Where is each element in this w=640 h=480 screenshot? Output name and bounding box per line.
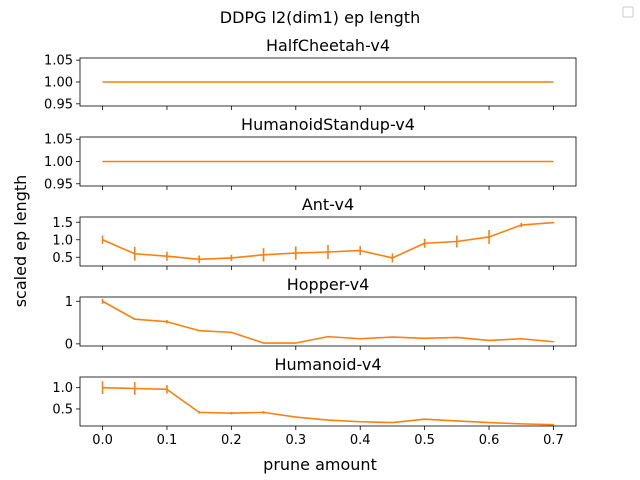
y-tick-label: 1.00 <box>44 155 73 170</box>
x-axis-label: prune amount <box>263 455 377 474</box>
y-tick-label: 1.05 <box>44 133 73 148</box>
subplot-title: HalfCheetah-v4 <box>266 36 390 55</box>
subplot-title: Humanoid-v4 <box>274 355 381 374</box>
x-tick-label: 0.6 <box>479 433 500 448</box>
subplot-humanoid-v4: Humanoid-v4 0.5 1.0 0.0 0.1 0.2 0.3 0.4 0.5 0.6 0.… <box>52 355 577 448</box>
series-line <box>102 386 554 426</box>
legend-box <box>622 6 634 18</box>
axes-frame <box>79 136 577 187</box>
subplot-hopper-v4: Hopper-v4 0 1 <box>65 275 577 352</box>
y-tick-label: 0.95 <box>44 177 73 192</box>
x-tick-label: 0.4 <box>350 433 371 448</box>
x-tick-label: 0.3 <box>285 433 306 448</box>
y-tick-label: 0.5 <box>52 251 73 266</box>
axes-frame <box>79 57 577 107</box>
y-tick-label: 0.95 <box>44 97 73 112</box>
subplot-panels: HalfCheetah-v40.951.001.05HumanoidStandu… <box>44 36 577 448</box>
y-tick-label: 1.05 <box>44 54 73 69</box>
y-tick-label: 1.0 <box>52 233 73 248</box>
axes-frame <box>79 376 577 427</box>
x-tick-label: 0.7 <box>543 433 564 448</box>
y-tick-label: 1.5 <box>52 216 73 231</box>
x-tick-label: 0.5 <box>414 433 435 448</box>
x-tick-label: 0.1 <box>157 433 178 448</box>
subplot-humanoidstandup-v4: HumanoidStandup-v4 0.95 1.00 1.05 <box>44 115 577 192</box>
y-tick-label: 1 <box>65 295 73 310</box>
y-tick-label: 0 <box>65 337 73 352</box>
axes-frame <box>79 216 577 267</box>
subplot-title: Ant-v4 <box>302 195 354 214</box>
subplot-title: HumanoidStandup-v4 <box>241 115 415 134</box>
y-tick-label: 1.00 <box>44 76 73 91</box>
x-tick-label: 0.0 <box>92 433 113 448</box>
axes-frame <box>79 296 577 347</box>
y-axis-label: scaled ep length <box>11 175 30 308</box>
subplot-halfcheetah-v4: HalfCheetah-v4 0.95 1.00 1.05 <box>44 36 577 112</box>
y-tick-label: 1.0 <box>52 381 73 396</box>
subplot-ant-v4: Ant-v4 0.5 1.0 1.5 <box>52 195 577 270</box>
x-tick-label: 0.2 <box>221 433 242 448</box>
y-tick-label: 0.5 <box>52 402 73 417</box>
suptitle: DDPG l2(dim1) ep length <box>220 8 420 27</box>
subplot-title: Hopper-v4 <box>287 275 370 294</box>
